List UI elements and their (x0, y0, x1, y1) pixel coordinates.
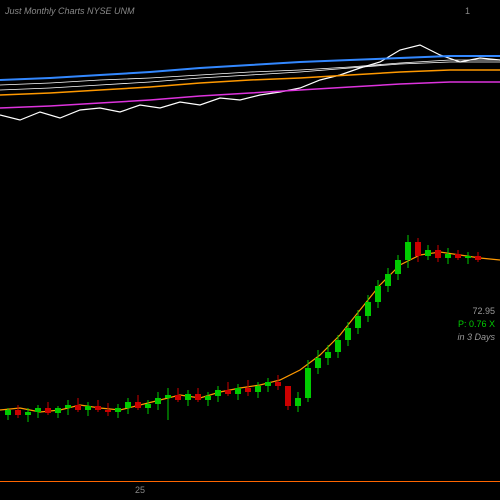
chart-indicator: 1 (465, 6, 470, 16)
upper-chart-panel (0, 20, 500, 150)
x-axis-tick: 25 (135, 485, 145, 495)
candlestick-chart (0, 160, 500, 480)
moving-averages-chart (0, 20, 500, 150)
price-label: 72.95 (472, 305, 495, 318)
days-label: in 3 Days (457, 331, 495, 344)
bottom-divider (0, 481, 500, 482)
change-label: P: 0.76 X (458, 318, 495, 331)
chart-title: Just Monthly Charts NYSE UNM (5, 6, 135, 16)
lower-chart-panel (0, 160, 500, 480)
